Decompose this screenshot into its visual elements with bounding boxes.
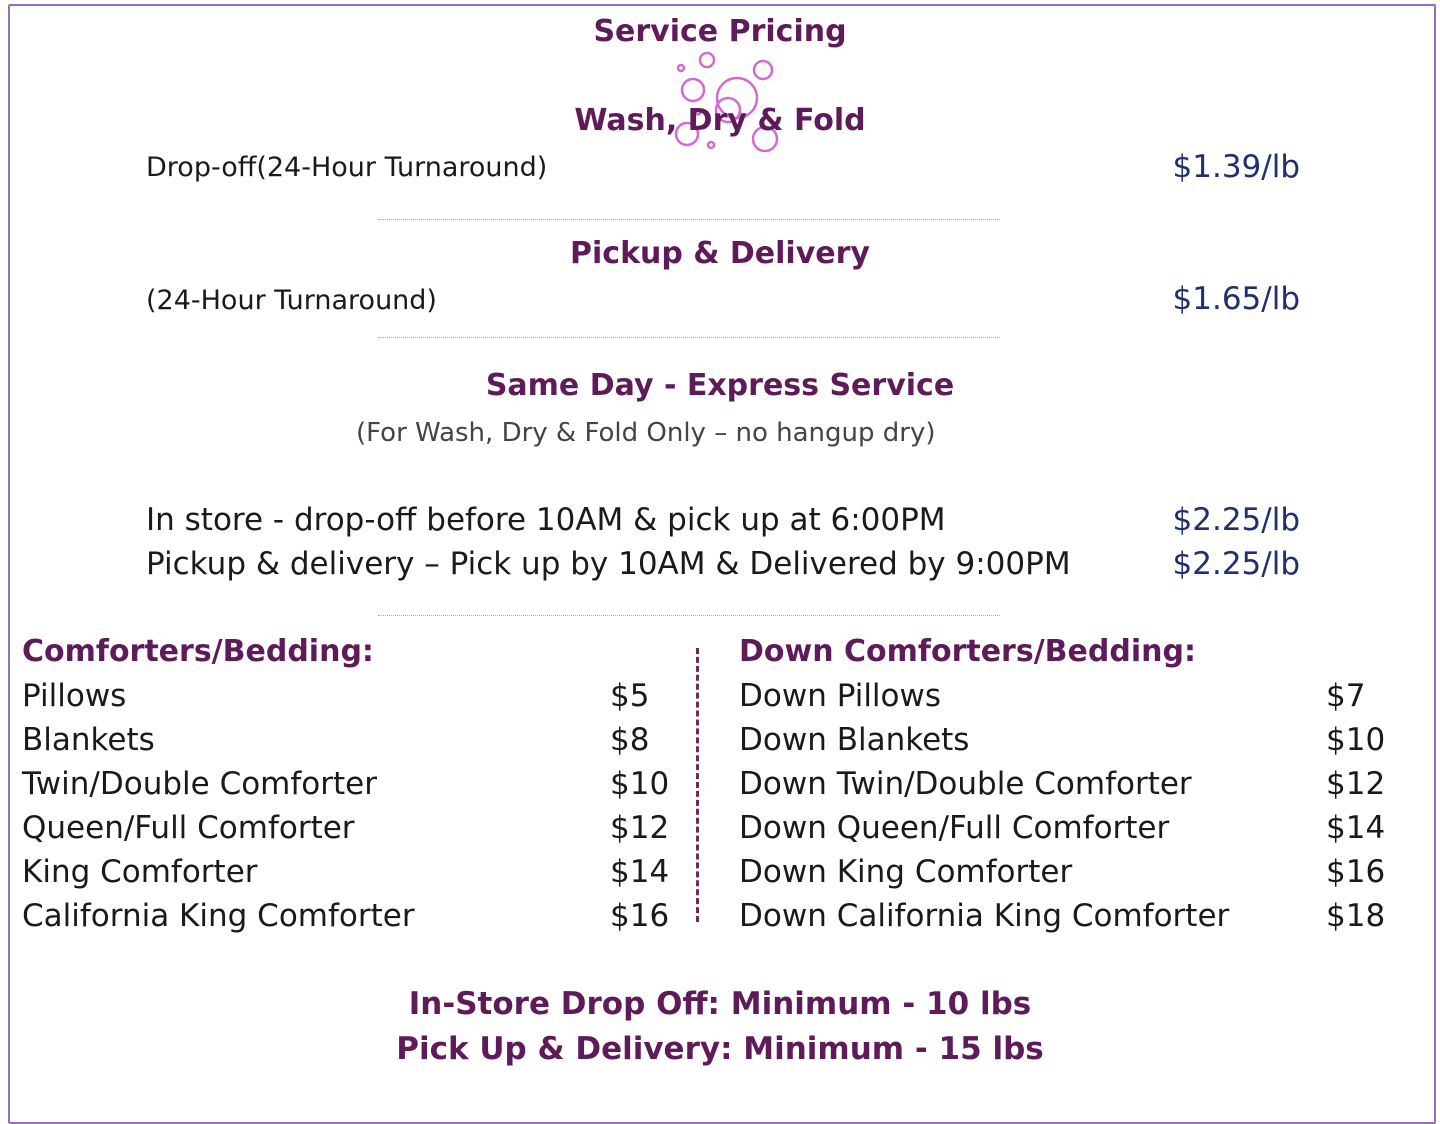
item-price: $16 [610,898,670,934]
item-price: $12 [610,810,670,846]
item-label: Down Blankets [739,722,970,758]
same-day-row-label: In store - drop-off before 10AM & pick u… [146,502,946,538]
soap-bubbles-icon [674,51,779,153]
same-day-row-price: $2.25/lb [1172,546,1300,582]
wash-dry-fold-price: $1.39/lb [1172,149,1300,185]
item-price: $12 [1326,766,1386,802]
page-title: Service Pricing [593,14,847,49]
same-day-heading: Same Day - Express Service [485,368,955,403]
item-label: Pillows [22,678,127,714]
item-label: Twin/Double Comforter [22,766,377,802]
item-label: Queen/Full Comforter [22,810,355,846]
pickup-delivery-label: (24-Hour Turnaround) [146,285,437,316]
item-price: $16 [1326,854,1386,890]
item-label: Down Twin/Double Comforter [739,766,1192,802]
column-divider [696,648,699,922]
item-label: Blankets [22,722,155,758]
down-comforters-heading: Down Comforters/Bedding: [739,634,1196,669]
item-price: $10 [1326,722,1386,758]
item-price: $8 [610,722,650,758]
same-day-note: (For Wash, Dry & Fold Only – no hangup d… [356,418,936,448]
comforters-heading: Comforters/Bedding: [22,634,374,669]
minimum-line: In-Store Drop Off: Minimum - 10 lbs [408,986,1032,1022]
item-price: $7 [1326,678,1366,714]
wash-dry-fold-heading: Wash, Dry & Fold [574,103,866,138]
divider [378,615,1000,616]
item-label: Down Queen/Full Comforter [739,810,1170,846]
item-price: $14 [610,854,670,890]
same-day-row-label: Pickup & delivery – Pick up by 10AM & De… [146,546,1071,582]
pickup-delivery-price: $1.65/lb [1172,281,1300,317]
item-price: $14 [1326,810,1386,846]
divider [378,219,1000,220]
item-price: $18 [1326,898,1386,934]
item-label: Down Pillows [739,678,942,714]
divider [378,337,1000,338]
item-price: $5 [610,678,650,714]
item-label: Down California King Comforter [739,898,1230,934]
item-label: California King Comforter [22,898,415,934]
minimum-line: Pick Up & Delivery: Minimum - 15 lbs [396,1031,1044,1067]
item-price: $10 [610,766,670,802]
same-day-row-price: $2.25/lb [1172,502,1300,538]
pickup-delivery-heading: Pickup & Delivery [570,236,870,271]
item-label: King Comforter [22,854,258,890]
wash-dry-fold-label: Drop-off(24-Hour Turnaround) [146,152,548,183]
item-label: Down King Comforter [739,854,1073,890]
